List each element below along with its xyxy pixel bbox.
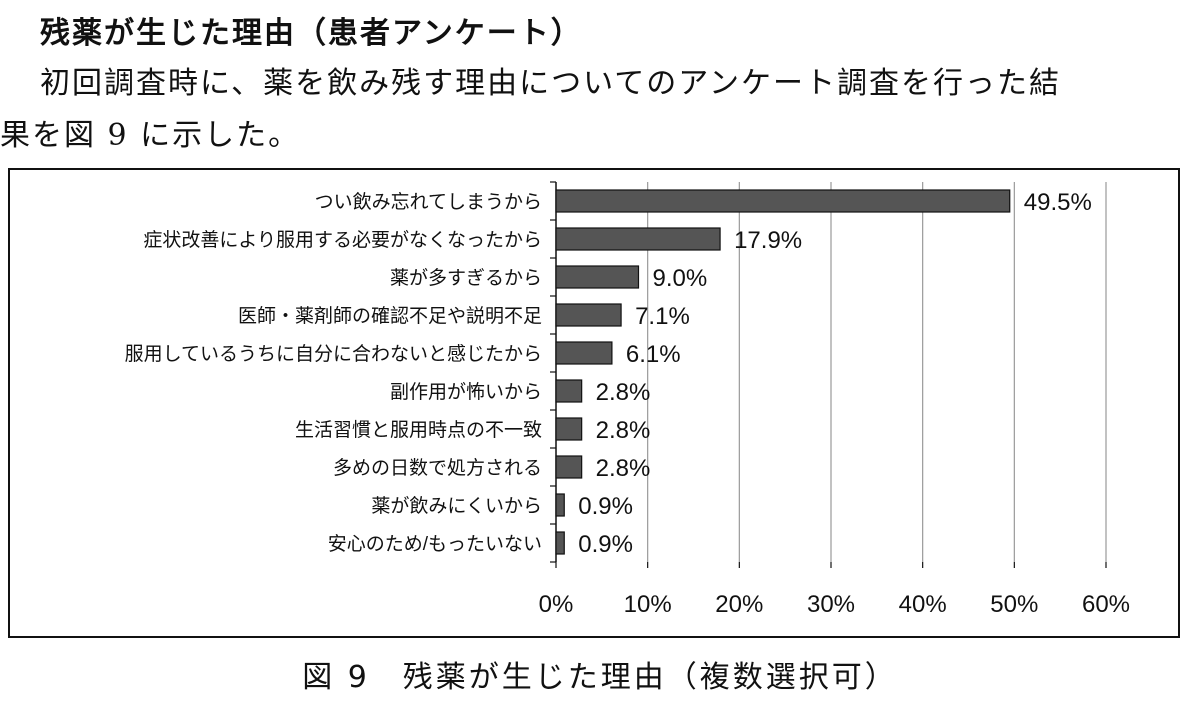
data-label: 0.9% — [578, 493, 633, 520]
category-label: 薬が多すぎるから — [390, 267, 542, 289]
category-label: 生活習慣と服用時点の不一致 — [295, 419, 542, 441]
category-label: 安心のため/もったいない — [328, 533, 542, 555]
section-heading: 残薬が生じた理由（患者アンケート） — [40, 16, 583, 51]
paragraph-line-1: 初回調査時に、薬を飲み残す理由についてのアンケート調査を行った結 — [40, 66, 1061, 101]
x-tick-label: 60% — [1082, 591, 1130, 618]
data-label: 9.0% — [653, 265, 708, 292]
data-label: 0.9% — [578, 531, 633, 558]
data-label: 7.1% — [635, 303, 690, 330]
bar-chart: 0% 10% 20% 30% 40% 50% 60% つい飲み忘れてしまうから 49.5% 症状改… — [125, 181, 1130, 618]
x-tick-label: 50% — [990, 591, 1038, 618]
data-label: 17.9% — [734, 227, 802, 254]
data-label: 49.5% — [1024, 189, 1092, 216]
data-label: 2.8% — [596, 417, 651, 444]
data-label: 2.8% — [596, 455, 651, 482]
category-label: 多めの日数で処方される — [333, 457, 542, 479]
category-label: 副作用が怖いから — [390, 381, 542, 403]
body-paragraph: 初回調査時に、薬を飲み残す理由についてのアンケート調査を行った結 果を図 9 に… — [0, 58, 1200, 162]
bar — [555, 265, 640, 289]
bar — [555, 417, 583, 441]
x-tick-label: 10% — [624, 591, 672, 618]
bar — [555, 379, 583, 403]
category-label: つい飲み忘れてしまうから — [315, 191, 542, 213]
bar — [555, 493, 565, 517]
category-label: 医師・薬剤師の確認不足や説明不足 — [238, 305, 542, 327]
chart-frame: 0% 10% 20% 30% 40% 50% 60% つい飲み忘れてしまうから 49.5% 症状改… — [8, 168, 1180, 638]
category-label: 薬が飲みにくいから — [371, 495, 542, 517]
x-tick-label: 40% — [899, 591, 947, 618]
data-label: 2.8% — [596, 379, 651, 406]
x-tick-label: 0% — [539, 591, 574, 618]
x-tick-label: 20% — [715, 591, 763, 618]
bar — [555, 303, 622, 327]
figure-caption: 図 9 残薬が生じた理由（複数選択可） — [302, 660, 898, 695]
bar — [555, 189, 1011, 213]
category-label: 服用しているうちに自分に合わないと感じたから — [125, 343, 542, 365]
category-label: 症状改善により服用する必要がなくなったから — [143, 229, 542, 251]
bar — [555, 531, 565, 555]
data-label: 6.1% — [626, 341, 681, 368]
bar — [555, 227, 721, 251]
paragraph-line-2: 果を図 9 に示した。 — [0, 118, 301, 153]
bar — [555, 341, 613, 365]
x-tick-label: 30% — [807, 591, 855, 618]
bar — [555, 455, 583, 479]
